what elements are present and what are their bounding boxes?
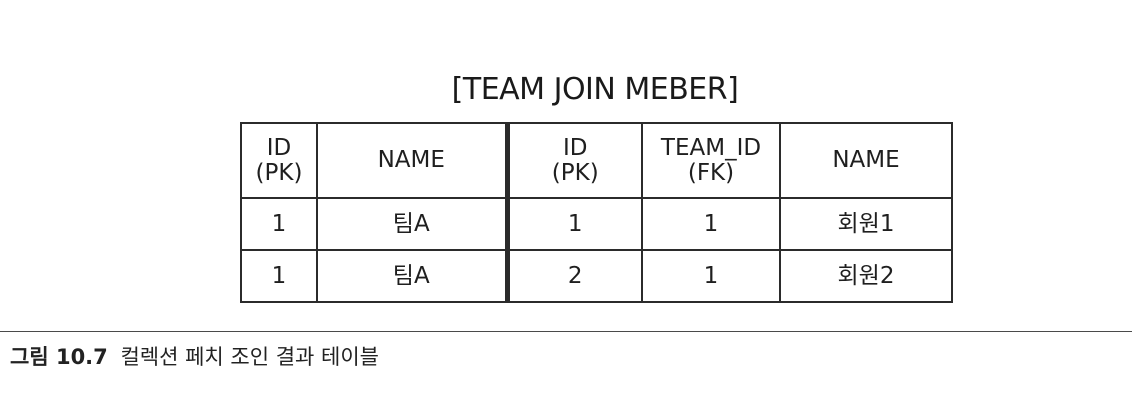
cell-member-id: 1 (504, 197, 643, 251)
header-member-id-line1: ID (563, 135, 588, 162)
header-team-name-label: NAME (377, 147, 445, 174)
cell-team-name: 팀A (316, 249, 508, 303)
cell-team-name: 팀A (316, 197, 508, 251)
cell-member-team-id: 1 (641, 197, 781, 251)
header-member-team-id: TEAM_ID (FK) (641, 122, 781, 199)
cell-member-name: 회원2 (779, 249, 953, 303)
caption-divider (0, 331, 1132, 332)
table-row: 1 팀A 1 1 회원1 (240, 197, 953, 251)
header-team-name: NAME (316, 122, 508, 199)
figure-caption: 그림 10.7 컬렉션 페치 조인 결과 테이블 (10, 341, 379, 371)
header-team-id-line2: (PK) (255, 159, 303, 186)
cell-team-id: 1 (240, 249, 318, 303)
cell-team-id: 1 (240, 197, 318, 251)
header-row: ID (PK) NAME ID (PK) TEAM_ID (FK) NAME (240, 122, 953, 199)
figure-caption-label: 그림 10.7 (10, 345, 108, 369)
join-result-table: ID (PK) NAME ID (PK) TEAM_ID (FK) NAME 1… (240, 122, 953, 303)
header-member-name-label: NAME (832, 147, 900, 174)
cell-member-team-id: 1 (641, 249, 781, 303)
header-team-id: ID (PK) (240, 122, 318, 199)
cell-member-id: 2 (504, 249, 643, 303)
header-member-name: NAME (779, 122, 953, 199)
header-member-team-id-line1: TEAM_ID (660, 135, 762, 162)
header-member-team-id-line2: (FK) (687, 159, 735, 186)
table-title: [TEAM JOIN MEBER] (451, 72, 739, 107)
cell-member-name: 회원1 (779, 197, 953, 251)
header-team-id-line1: ID (266, 135, 292, 162)
figure-caption-text: 컬렉션 페치 조인 결과 테이블 (120, 345, 379, 369)
header-member-id-line2: (PK) (551, 159, 599, 186)
header-member-id: ID (PK) (504, 122, 643, 199)
table-row: 1 팀A 2 1 회원2 (240, 249, 953, 303)
